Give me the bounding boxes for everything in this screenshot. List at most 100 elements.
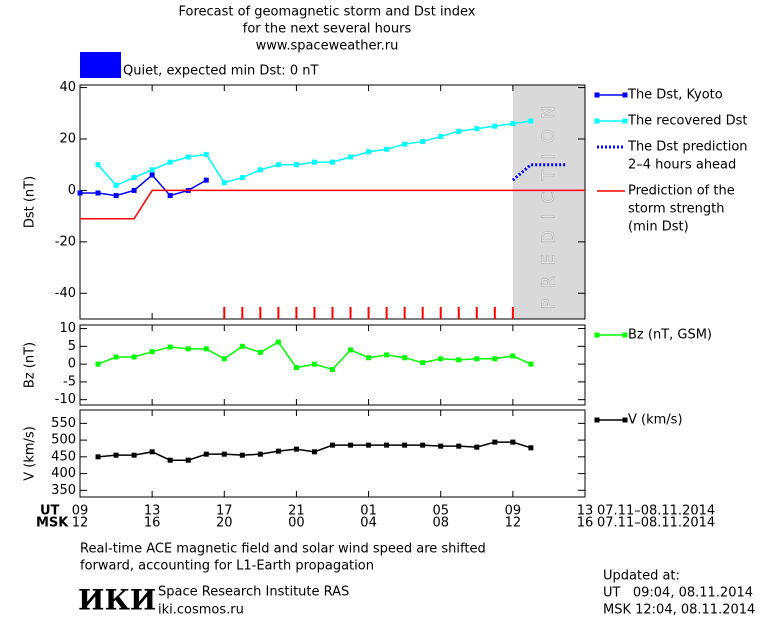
data-point: [203, 346, 209, 352]
x-tick-label: 21: [288, 504, 305, 519]
y-tick-label: 500: [51, 433, 76, 448]
data-point: [203, 151, 209, 157]
data-point: [257, 349, 263, 355]
data-point: [167, 344, 173, 350]
logo: ИКИ: [78, 584, 156, 617]
data-point: [311, 361, 317, 367]
data-point: [149, 172, 155, 178]
legend-label: Prediction of the: [628, 184, 735, 199]
data-point: [95, 361, 101, 367]
x-tick-label: 16: [577, 516, 594, 531]
time-mark: [475, 307, 478, 319]
data-point: [330, 159, 335, 165]
time-mark: [295, 307, 298, 319]
y-tick-label: 450: [51, 449, 76, 464]
time-mark: [349, 307, 352, 319]
data-point: [438, 133, 444, 139]
y-tick-label: 5: [68, 339, 76, 354]
data-point: [131, 354, 137, 360]
data-point: [510, 121, 516, 127]
time-mark: [367, 307, 370, 319]
data-point: [167, 159, 173, 165]
time-mark: [493, 307, 496, 319]
x-tick-label: 01: [360, 504, 377, 519]
data-point: [131, 452, 137, 458]
legend-marker: [622, 332, 628, 338]
legend-marker: [622, 118, 628, 124]
x-tick-label: 09: [505, 504, 522, 519]
time-mark: [241, 307, 244, 319]
series-line: [511, 163, 567, 182]
updated-msk: MSK 12:04, 08.11.2014: [603, 603, 755, 618]
y-axis-label: V (km/s): [23, 426, 38, 481]
data-point: [420, 360, 426, 366]
time-mark: [421, 307, 424, 319]
time-mark: [511, 307, 514, 319]
updated-ut: UT 09:04, 08.11.2014: [603, 586, 753, 601]
data-point: [311, 449, 317, 455]
status-swatch: [80, 52, 121, 78]
data-point: [456, 443, 462, 449]
data-point: [438, 356, 444, 362]
prediction-band: [512, 85, 585, 319]
data-point: [293, 162, 299, 168]
data-point: [203, 451, 209, 457]
data-point: [420, 442, 426, 448]
data-point: [528, 361, 534, 367]
data-point: [275, 162, 281, 168]
data-point: [311, 159, 317, 165]
y-tick-label: 20: [59, 132, 76, 147]
x-tick-label: 13: [144, 504, 161, 519]
data-point: [113, 452, 119, 458]
legend-marker: [594, 118, 600, 124]
data-point: [95, 162, 101, 168]
y-tick-label: 400: [51, 466, 76, 481]
data-point: [330, 366, 335, 372]
data-point: [384, 352, 390, 358]
data-point: [366, 355, 372, 361]
data-point: [221, 356, 227, 362]
updated-label: Updated at:: [603, 569, 680, 584]
data-point: [384, 146, 390, 152]
data-point: [474, 356, 480, 362]
legend-marker: [594, 417, 600, 423]
y-axis-label: Bz (nT): [23, 342, 38, 388]
data-point: [456, 357, 462, 363]
data-point: [149, 349, 155, 355]
x-tick-label: 04: [360, 516, 377, 531]
data-point: [510, 439, 516, 445]
data-point: [330, 442, 335, 448]
note-line: Real-time ACE magnetic field and solar w…: [80, 542, 486, 557]
x-tick-label: 20: [216, 516, 233, 531]
time-mark: [457, 307, 460, 319]
data-point: [528, 118, 534, 124]
y-tick-label: -40: [55, 286, 76, 301]
msk-label: MSK: [36, 516, 69, 531]
legend-label: storm strength: [628, 202, 725, 217]
x-tick-label: 00: [288, 516, 305, 531]
data-point: [402, 442, 408, 448]
data-point: [348, 347, 354, 353]
data-point: [239, 452, 245, 458]
data-point: [221, 180, 227, 186]
y-tick-label: 0: [68, 357, 76, 372]
y-tick-label: 40: [59, 80, 76, 95]
data-point: [113, 182, 119, 188]
legend-label: The recovered Dst: [627, 114, 747, 129]
data-point: [528, 445, 534, 451]
legend-label: Bz (nT, GSM): [628, 328, 712, 343]
title-line: www.spaceweather.ru: [256, 39, 399, 54]
time-mark: [259, 307, 262, 319]
data-point: [275, 448, 281, 454]
title-line: Forecast of geomagnetic storm and Dst in…: [178, 5, 475, 20]
data-point: [492, 439, 498, 445]
data-point: [492, 356, 498, 362]
data-point: [492, 123, 498, 129]
legend-label: 2–4 hours ahead: [628, 158, 736, 173]
data-point: [239, 343, 245, 349]
data-point: [113, 354, 119, 360]
data-point: [402, 141, 408, 147]
data-point: [402, 355, 408, 361]
data-point: [348, 154, 354, 160]
